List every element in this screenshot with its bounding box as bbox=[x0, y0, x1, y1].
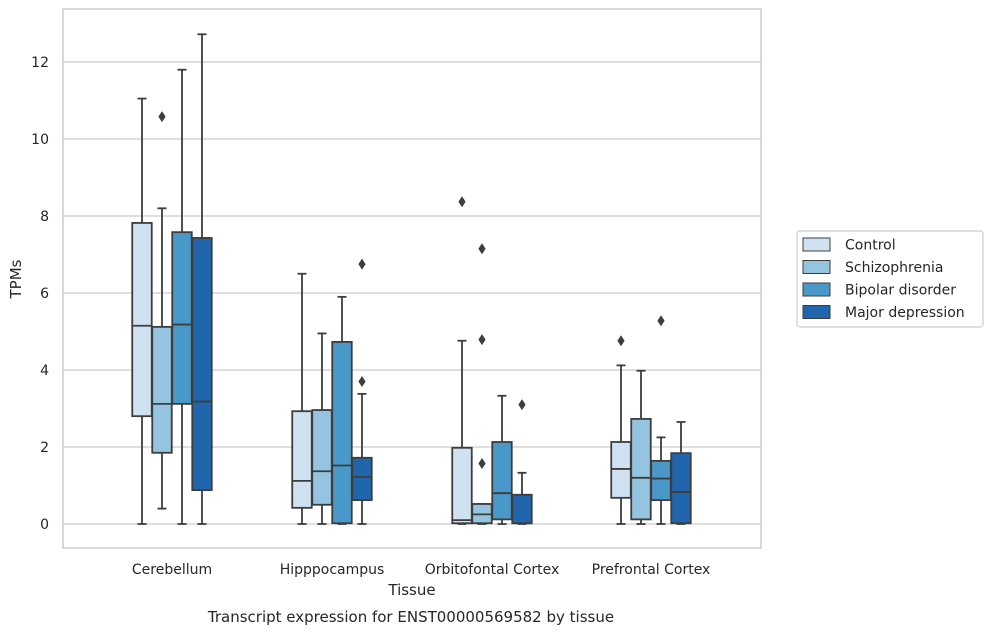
legend-box bbox=[796, 230, 984, 328]
y-tick-label: 4 bbox=[40, 363, 49, 379]
box-layer bbox=[131, 33, 692, 525]
iqr-box bbox=[131, 222, 153, 418]
y-tick-label: 2 bbox=[40, 440, 49, 456]
box-control-3 bbox=[610, 335, 632, 525]
y-axis-title: TPMs bbox=[7, 259, 25, 299]
y-tick-label: 12 bbox=[31, 55, 49, 71]
box-bipolar-disorder-2 bbox=[491, 394, 513, 525]
x-tick-label: Hipppocampus bbox=[280, 562, 385, 578]
legend: Control Schizophrenia Bipolar disorder Majo… bbox=[796, 230, 984, 328]
chart-caption: Transcript expression for ENST0000056958… bbox=[207, 608, 614, 626]
iqr-box bbox=[331, 340, 353, 525]
iqr-box bbox=[511, 493, 533, 525]
outlier-point bbox=[478, 334, 486, 346]
legend-swatch bbox=[802, 282, 831, 297]
x-tick-label: Orbitofontal Cortex bbox=[425, 562, 560, 578]
legend-label: Schizophrenia bbox=[845, 260, 943, 276]
outlier-point bbox=[478, 243, 486, 255]
box-bipolar-disorder-3 bbox=[650, 315, 672, 525]
outlier-point bbox=[657, 315, 665, 327]
box-major-depression-0 bbox=[191, 33, 213, 525]
box-bipolar-disorder-0 bbox=[171, 68, 193, 525]
legend-label: Control bbox=[845, 238, 896, 254]
legend-label: Bipolar disorder bbox=[845, 283, 956, 299]
box-major-depression-3 bbox=[670, 421, 692, 525]
legend-swatch bbox=[802, 260, 831, 274]
x-tick-label: Prefrontal Cortex bbox=[592, 562, 711, 578]
x-axis-title: Tissue bbox=[387, 581, 435, 599]
y-tick-label: 6 bbox=[40, 286, 49, 302]
iqr-box bbox=[191, 237, 213, 492]
outlier-point bbox=[617, 335, 625, 347]
outlier-point bbox=[158, 111, 166, 123]
outlier-point bbox=[358, 258, 366, 270]
box-bipolar-disorder-1 bbox=[331, 295, 353, 525]
y-tick-label: 8 bbox=[40, 209, 49, 225]
outlier-point bbox=[478, 458, 486, 470]
iqr-box bbox=[451, 446, 473, 525]
iqr-box bbox=[650, 459, 672, 502]
box-schizophrenia-0 bbox=[151, 111, 173, 510]
iqr-box bbox=[351, 456, 373, 502]
box-control-2 bbox=[451, 196, 473, 525]
iqr-box bbox=[610, 441, 632, 499]
box-schizophrenia-2 bbox=[471, 243, 493, 525]
y-axis-ticks: 0 2 4 6 8 10 12 bbox=[31, 55, 49, 533]
legend-swatch bbox=[802, 305, 831, 319]
plot-frame bbox=[62, 8, 762, 549]
iqr-box bbox=[151, 325, 173, 454]
iqr-box bbox=[630, 417, 652, 521]
box-major-depression-2 bbox=[511, 399, 533, 525]
outlier-point bbox=[518, 399, 526, 411]
plot-border bbox=[62, 8, 762, 549]
y-tick-label: 0 bbox=[40, 517, 49, 533]
box-major-depression-1 bbox=[351, 258, 373, 525]
box-schizophrenia-1 bbox=[311, 332, 333, 525]
box-schizophrenia-3 bbox=[630, 369, 652, 525]
iqr-box bbox=[670, 452, 692, 525]
legend-swatch bbox=[802, 237, 831, 252]
grid-layer bbox=[63, 61, 761, 525]
x-tick-label: Cerebellum bbox=[132, 562, 212, 578]
x-axis-ticks: Cerebellum Hipppocampus Orbitofontal Corte… bbox=[132, 562, 710, 578]
iqr-box bbox=[491, 441, 513, 521]
box-control-0 bbox=[131, 97, 153, 525]
outlier-point bbox=[458, 196, 466, 208]
iqr-box bbox=[291, 410, 313, 509]
iqr-box bbox=[311, 409, 333, 506]
iqr-box bbox=[171, 231, 193, 405]
legend-label: Major depression bbox=[845, 305, 965, 321]
outlier-point bbox=[358, 376, 366, 388]
box-control-1 bbox=[291, 272, 313, 525]
y-tick-label: 10 bbox=[31, 132, 49, 148]
